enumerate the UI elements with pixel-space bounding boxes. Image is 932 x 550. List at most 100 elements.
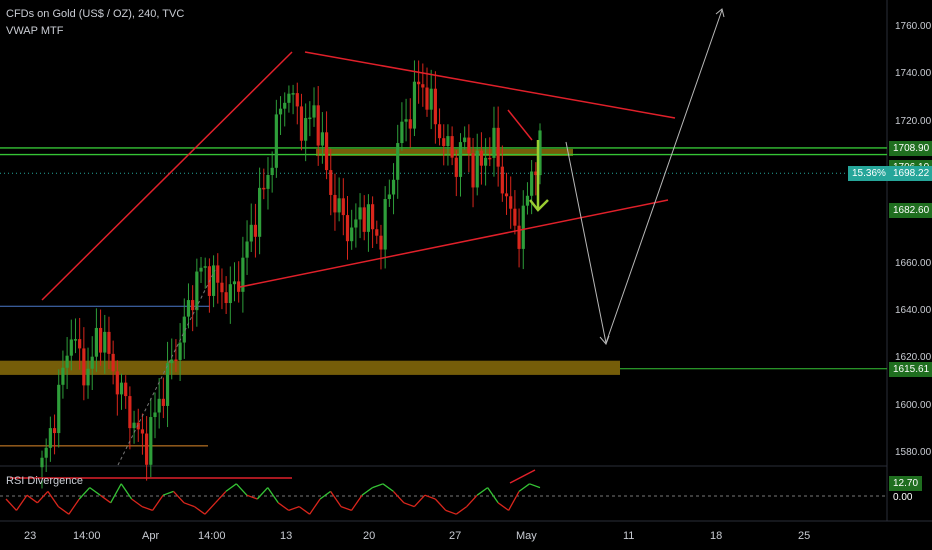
candle-body — [454, 157, 458, 177]
candle-body — [73, 339, 78, 341]
rsi-segment — [15, 494, 28, 511]
candle-body — [417, 81, 421, 85]
y-tick-label: 1720.00 — [895, 115, 932, 127]
candle-body — [165, 363, 170, 406]
rsi-segment — [36, 490, 49, 504]
x-tick-label: May — [516, 530, 537, 542]
candle-body — [429, 88, 433, 110]
candle-body — [78, 339, 82, 349]
candle-body — [224, 292, 228, 304]
candle-body — [479, 150, 484, 166]
candle-body — [492, 127, 496, 158]
rsi-segment — [455, 506, 468, 515]
price-badge: 1698.22 — [889, 166, 932, 182]
candle-body — [52, 428, 57, 434]
candle-body — [124, 382, 128, 397]
candle-body — [237, 281, 241, 292]
candle-body — [40, 457, 44, 468]
rsi-label: RSI Divergence — [6, 475, 84, 487]
rsi-segment — [235, 483, 248, 496]
rsi-segment — [183, 502, 195, 508]
candle-body — [241, 257, 245, 292]
symbol-title: CFDs on Gold (US$ / OZ), 240, TVC — [6, 8, 185, 20]
candle-body — [324, 132, 329, 171]
rsi-segment — [340, 505, 352, 512]
y-tick-label: 1600.00 — [895, 399, 932, 411]
candle-body — [57, 384, 61, 434]
trendline-short — [507, 109, 533, 141]
candle-body — [232, 281, 237, 285]
candle-body — [396, 143, 400, 180]
candle-body — [496, 127, 500, 167]
candle-body — [157, 398, 161, 413]
candle-body — [437, 124, 442, 139]
support-zone-1 — [316, 148, 573, 156]
rsi-segment — [403, 502, 415, 508]
rsi-segment — [309, 498, 321, 515]
candle-body — [140, 429, 145, 434]
candle-body — [404, 119, 408, 122]
candle-body — [86, 368, 90, 386]
projection-arrow-mid — [599, 335, 610, 345]
price-badge: 1615.61 — [889, 361, 932, 377]
y-tick-label: 1760.00 — [895, 21, 932, 32]
candle-body — [211, 265, 216, 296]
candle-body — [371, 204, 375, 230]
candle-body — [111, 353, 115, 372]
candle-body — [525, 195, 530, 206]
rsi-segment — [68, 498, 80, 515]
rsi-segment — [47, 491, 59, 507]
candle-body — [195, 271, 199, 311]
candle-body — [216, 265, 220, 283]
dashed-trend-line — [117, 269, 216, 466]
rsi-segment — [131, 498, 143, 508]
rsi-zero-label: 0.00 — [893, 492, 913, 503]
indicator-label: VWAP MTF — [6, 25, 64, 37]
candle-body — [433, 88, 437, 125]
rsi-segment — [372, 483, 384, 489]
candle-body — [136, 422, 140, 430]
rsi-segment — [110, 483, 122, 504]
candle-body — [450, 136, 454, 158]
rsi-segment — [330, 491, 342, 507]
candle-body — [170, 359, 174, 364]
candle-body — [278, 108, 283, 115]
rsi-segment — [214, 490, 227, 504]
candle-body — [345, 215, 350, 242]
rsi-segment — [173, 490, 185, 504]
candle-body — [483, 157, 488, 166]
candle-body — [458, 142, 463, 177]
rsi-segment — [508, 491, 520, 511]
rsi-segment — [424, 494, 436, 500]
candle-body — [362, 207, 366, 232]
candle-body — [299, 106, 304, 141]
rsi-segment — [445, 509, 457, 515]
candle-body — [266, 175, 270, 189]
rsi-segment — [298, 506, 311, 515]
rsi-segment — [246, 494, 258, 500]
candle-body — [199, 267, 203, 272]
price-badge: 1708.90 — [889, 140, 932, 156]
candle-body — [48, 428, 52, 448]
rsi-segment — [382, 483, 394, 492]
candle-body — [350, 227, 354, 242]
rsi-segment — [277, 502, 290, 511]
candle-body — [387, 194, 391, 200]
rsi-segment — [152, 494, 164, 511]
candle-body — [98, 327, 103, 353]
price-badge: 15.36% — [848, 166, 890, 182]
rsi-segment — [497, 502, 509, 511]
rsi-segment — [392, 490, 405, 504]
rsi-segment — [99, 494, 112, 504]
rsi-segment — [267, 487, 279, 504]
price-badge: 1682.60 — [889, 203, 932, 219]
projection-path — [565, 9, 723, 345]
rsi-segment — [204, 502, 216, 515]
candle-body — [500, 166, 504, 194]
candle-body — [391, 179, 396, 195]
x-tick-label: 20 — [363, 530, 376, 542]
candle-body — [69, 339, 73, 356]
rsi-divergence-line-2 — [509, 469, 536, 484]
candle-body — [253, 224, 258, 237]
